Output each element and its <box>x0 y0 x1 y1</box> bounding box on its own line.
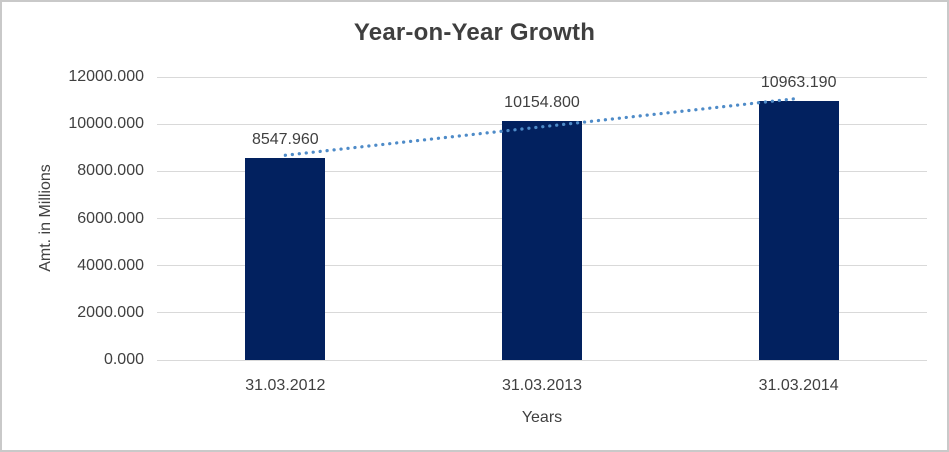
bar-31.03.2013 <box>502 120 582 360</box>
x-axis-title: Years <box>521 409 563 426</box>
bar-31.03.2014 <box>758 101 839 360</box>
y-axis-tick-label: 10000.000 <box>68 115 144 133</box>
x-axis-tick-label: 31.03.2013 <box>501 377 583 394</box>
bar-data-label: 10154.800 <box>504 93 580 111</box>
bar-31.03.2012 <box>245 158 326 360</box>
x-axis-tick-label: 31.03.2012 <box>245 377 326 394</box>
y-axis-tick-label: 6000.000 <box>77 209 144 227</box>
bar-data-label: 8547.960 <box>251 131 319 149</box>
y-axis-tick-label: 8000.000 <box>77 162 144 180</box>
y-axis-tick-label: 4000.000 <box>77 256 144 274</box>
trendline <box>283 96 801 157</box>
chart-title: Year-on-Year Growth <box>353 19 596 46</box>
gridline <box>157 359 927 361</box>
y-axis-tick-label: 12000.000 <box>68 68 144 85</box>
y-axis-tick-label: 2000.000 <box>77 303 144 321</box>
x-axis-tick-label: 31.03.2014 <box>758 377 839 394</box>
bar-data-label: 10963.190 <box>760 74 837 92</box>
gridline <box>157 76 927 78</box>
y-axis-tick-label: 0.000 <box>103 351 144 368</box>
plot-area <box>157 76 927 361</box>
